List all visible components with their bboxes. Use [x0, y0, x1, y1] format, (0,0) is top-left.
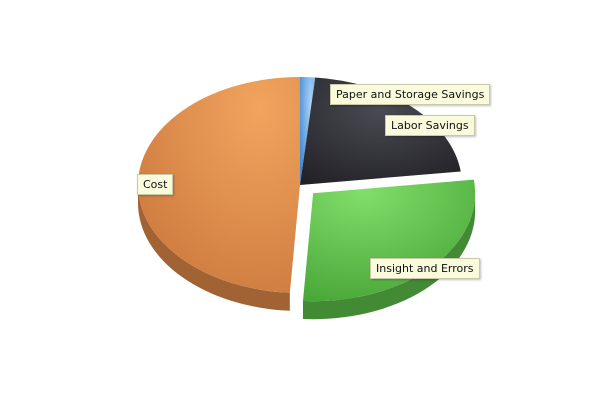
pie-slice-insight-and-errors[interactable] — [302, 179, 476, 302]
slice-label-cost: Cost — [137, 174, 174, 195]
slice-label-insight-and-errors: Insight and Errors — [370, 258, 480, 279]
slice-label-paper-and-storage-savings: Paper and Storage Savings — [330, 84, 491, 105]
pie-slice-side-3 — [138, 185, 290, 311]
pie-slice-paper-and-storage-savings[interactable] — [300, 77, 316, 185]
pie-slice-cost[interactable] — [138, 77, 300, 293]
pie-slice-side-2 — [302, 193, 476, 320]
slice-label-labor-savings: Labor Savings — [385, 115, 475, 136]
